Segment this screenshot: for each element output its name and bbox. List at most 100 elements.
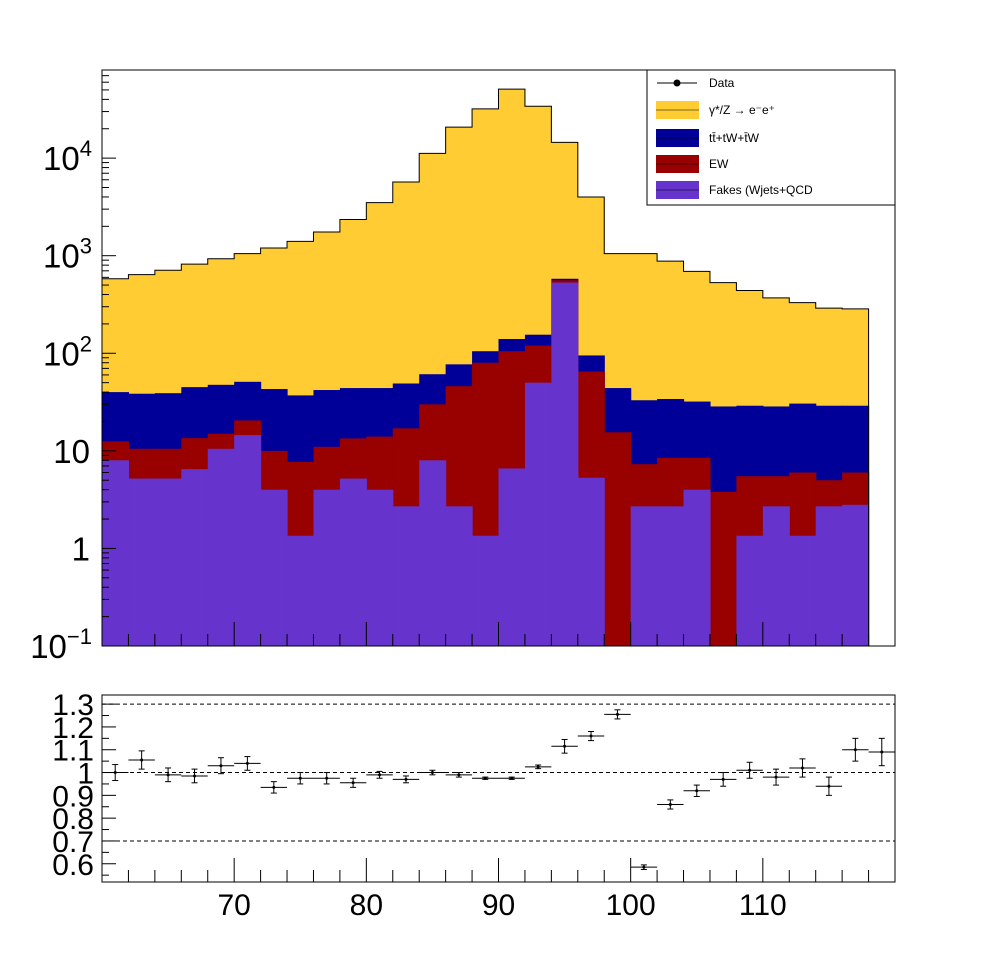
x-tick-label: 70 <box>217 889 250 922</box>
x-tick-label: 80 <box>350 889 383 922</box>
x-tick-label: 110 <box>739 889 787 922</box>
ratio-y-tick-label: 1.1 <box>52 735 94 768</box>
data-marker <box>404 777 408 781</box>
ratio-point <box>630 864 658 870</box>
data-marker <box>827 784 831 788</box>
data-marker <box>272 785 276 789</box>
ratio-point <box>128 750 155 770</box>
data-marker <box>853 748 857 752</box>
bar <box>181 469 209 646</box>
data-marker <box>536 765 540 769</box>
data-marker <box>695 789 699 793</box>
bar <box>604 432 632 646</box>
legend-label: γ*/Z → e⁻e⁺ <box>709 103 775 117</box>
ratio-y-tick-label: 0.8 <box>52 803 94 836</box>
ratio-y-tick-label: 1.2 <box>52 712 94 745</box>
y-tick-label: 1 <box>72 530 90 567</box>
data-marker <box>615 712 619 716</box>
ratio-point <box>154 767 182 783</box>
ratio-point <box>181 768 208 784</box>
bar <box>154 478 182 646</box>
data-marker <box>800 766 804 770</box>
bar <box>630 506 658 646</box>
legend-ew: EW <box>656 155 729 173</box>
data-marker <box>483 776 487 780</box>
ratio-point <box>234 756 261 771</box>
ratio-y-tick-label: 1.3 <box>52 689 94 722</box>
data-marker <box>748 768 752 772</box>
data-marker <box>774 775 778 779</box>
legend-label: Data <box>709 76 735 90</box>
bar <box>709 491 737 646</box>
bar <box>815 506 843 646</box>
data-marker <box>668 802 672 806</box>
y-tick-label: 104 <box>43 136 92 177</box>
data-marker <box>298 776 302 780</box>
total-outline <box>101 88 895 647</box>
ratio-point <box>762 768 790 786</box>
y-tick-label: 102 <box>43 331 92 372</box>
bar <box>524 382 552 646</box>
legend-label: Fakes (Wjets+QCD <box>709 183 813 197</box>
bar <box>762 506 790 646</box>
ratio-point <box>842 737 869 762</box>
bar <box>419 460 447 646</box>
ratio-point <box>339 777 367 788</box>
ratio-y-tick-label: 1 <box>77 758 94 791</box>
bar <box>339 478 367 646</box>
ratio-point <box>577 730 605 742</box>
data-marker <box>589 734 593 738</box>
legend-fakes: Fakes (Wjets+QCD <box>656 181 813 199</box>
data-marker <box>140 758 144 762</box>
bar <box>736 535 764 646</box>
bar <box>445 506 473 646</box>
ratio-point <box>789 758 816 778</box>
ratio-point <box>524 764 552 770</box>
data-marker <box>642 865 646 869</box>
legend: Data γ*/Z → e⁻e⁺ tt̄+tW+t̄W EW Fakes (Wjets+… <box>646 69 896 206</box>
bar <box>842 504 870 646</box>
ratio-point <box>313 772 340 785</box>
top-y-axis: 10−1 1 10 102 103 104 <box>30 69 116 665</box>
bar <box>392 506 420 646</box>
legend-marker <box>673 79 681 87</box>
data-marker <box>457 773 461 777</box>
ratio-point <box>657 799 684 810</box>
ratio-point <box>498 776 525 780</box>
data-marker <box>880 750 884 754</box>
legend-zee: γ*/Z → e⁻e⁺ <box>656 101 775 119</box>
bar <box>287 535 315 646</box>
data-marker <box>193 774 197 778</box>
fakes-stack <box>102 282 870 646</box>
ratio-plot: 70 80 90 100 110 0.60.70.80.911.11.21.3 <box>52 689 896 922</box>
y-tick-label: 10−1 <box>30 624 92 665</box>
ratio-y-tick-label: 0.9 <box>52 780 94 813</box>
legend-data: Data <box>657 76 735 90</box>
bar <box>366 489 394 646</box>
ratio-point <box>604 709 631 720</box>
data-marker <box>113 771 117 775</box>
legend-ttbar: tt̄+tW+t̄W <box>656 129 760 147</box>
bar <box>313 489 341 646</box>
bar <box>657 506 685 646</box>
y-tick-label: 10 <box>53 433 90 470</box>
ratio-point <box>260 781 288 794</box>
data-marker <box>245 761 249 765</box>
ratio-point <box>392 775 420 784</box>
data-marker <box>351 781 355 785</box>
stacked-histogram <box>101 88 895 647</box>
ratio-y-tick-label: 0.7 <box>52 826 94 859</box>
ratio-point <box>551 738 578 754</box>
bar <box>234 435 262 646</box>
legend-label: EW <box>709 157 729 171</box>
bar <box>683 489 711 646</box>
data-marker <box>563 744 567 748</box>
legend-label: tt̄+tW+t̄W <box>709 131 760 145</box>
data-marker <box>721 777 725 781</box>
x-tick-label: 100 <box>606 889 656 922</box>
ratio-point <box>445 772 473 778</box>
bar <box>577 477 605 646</box>
data-marker <box>378 773 382 777</box>
